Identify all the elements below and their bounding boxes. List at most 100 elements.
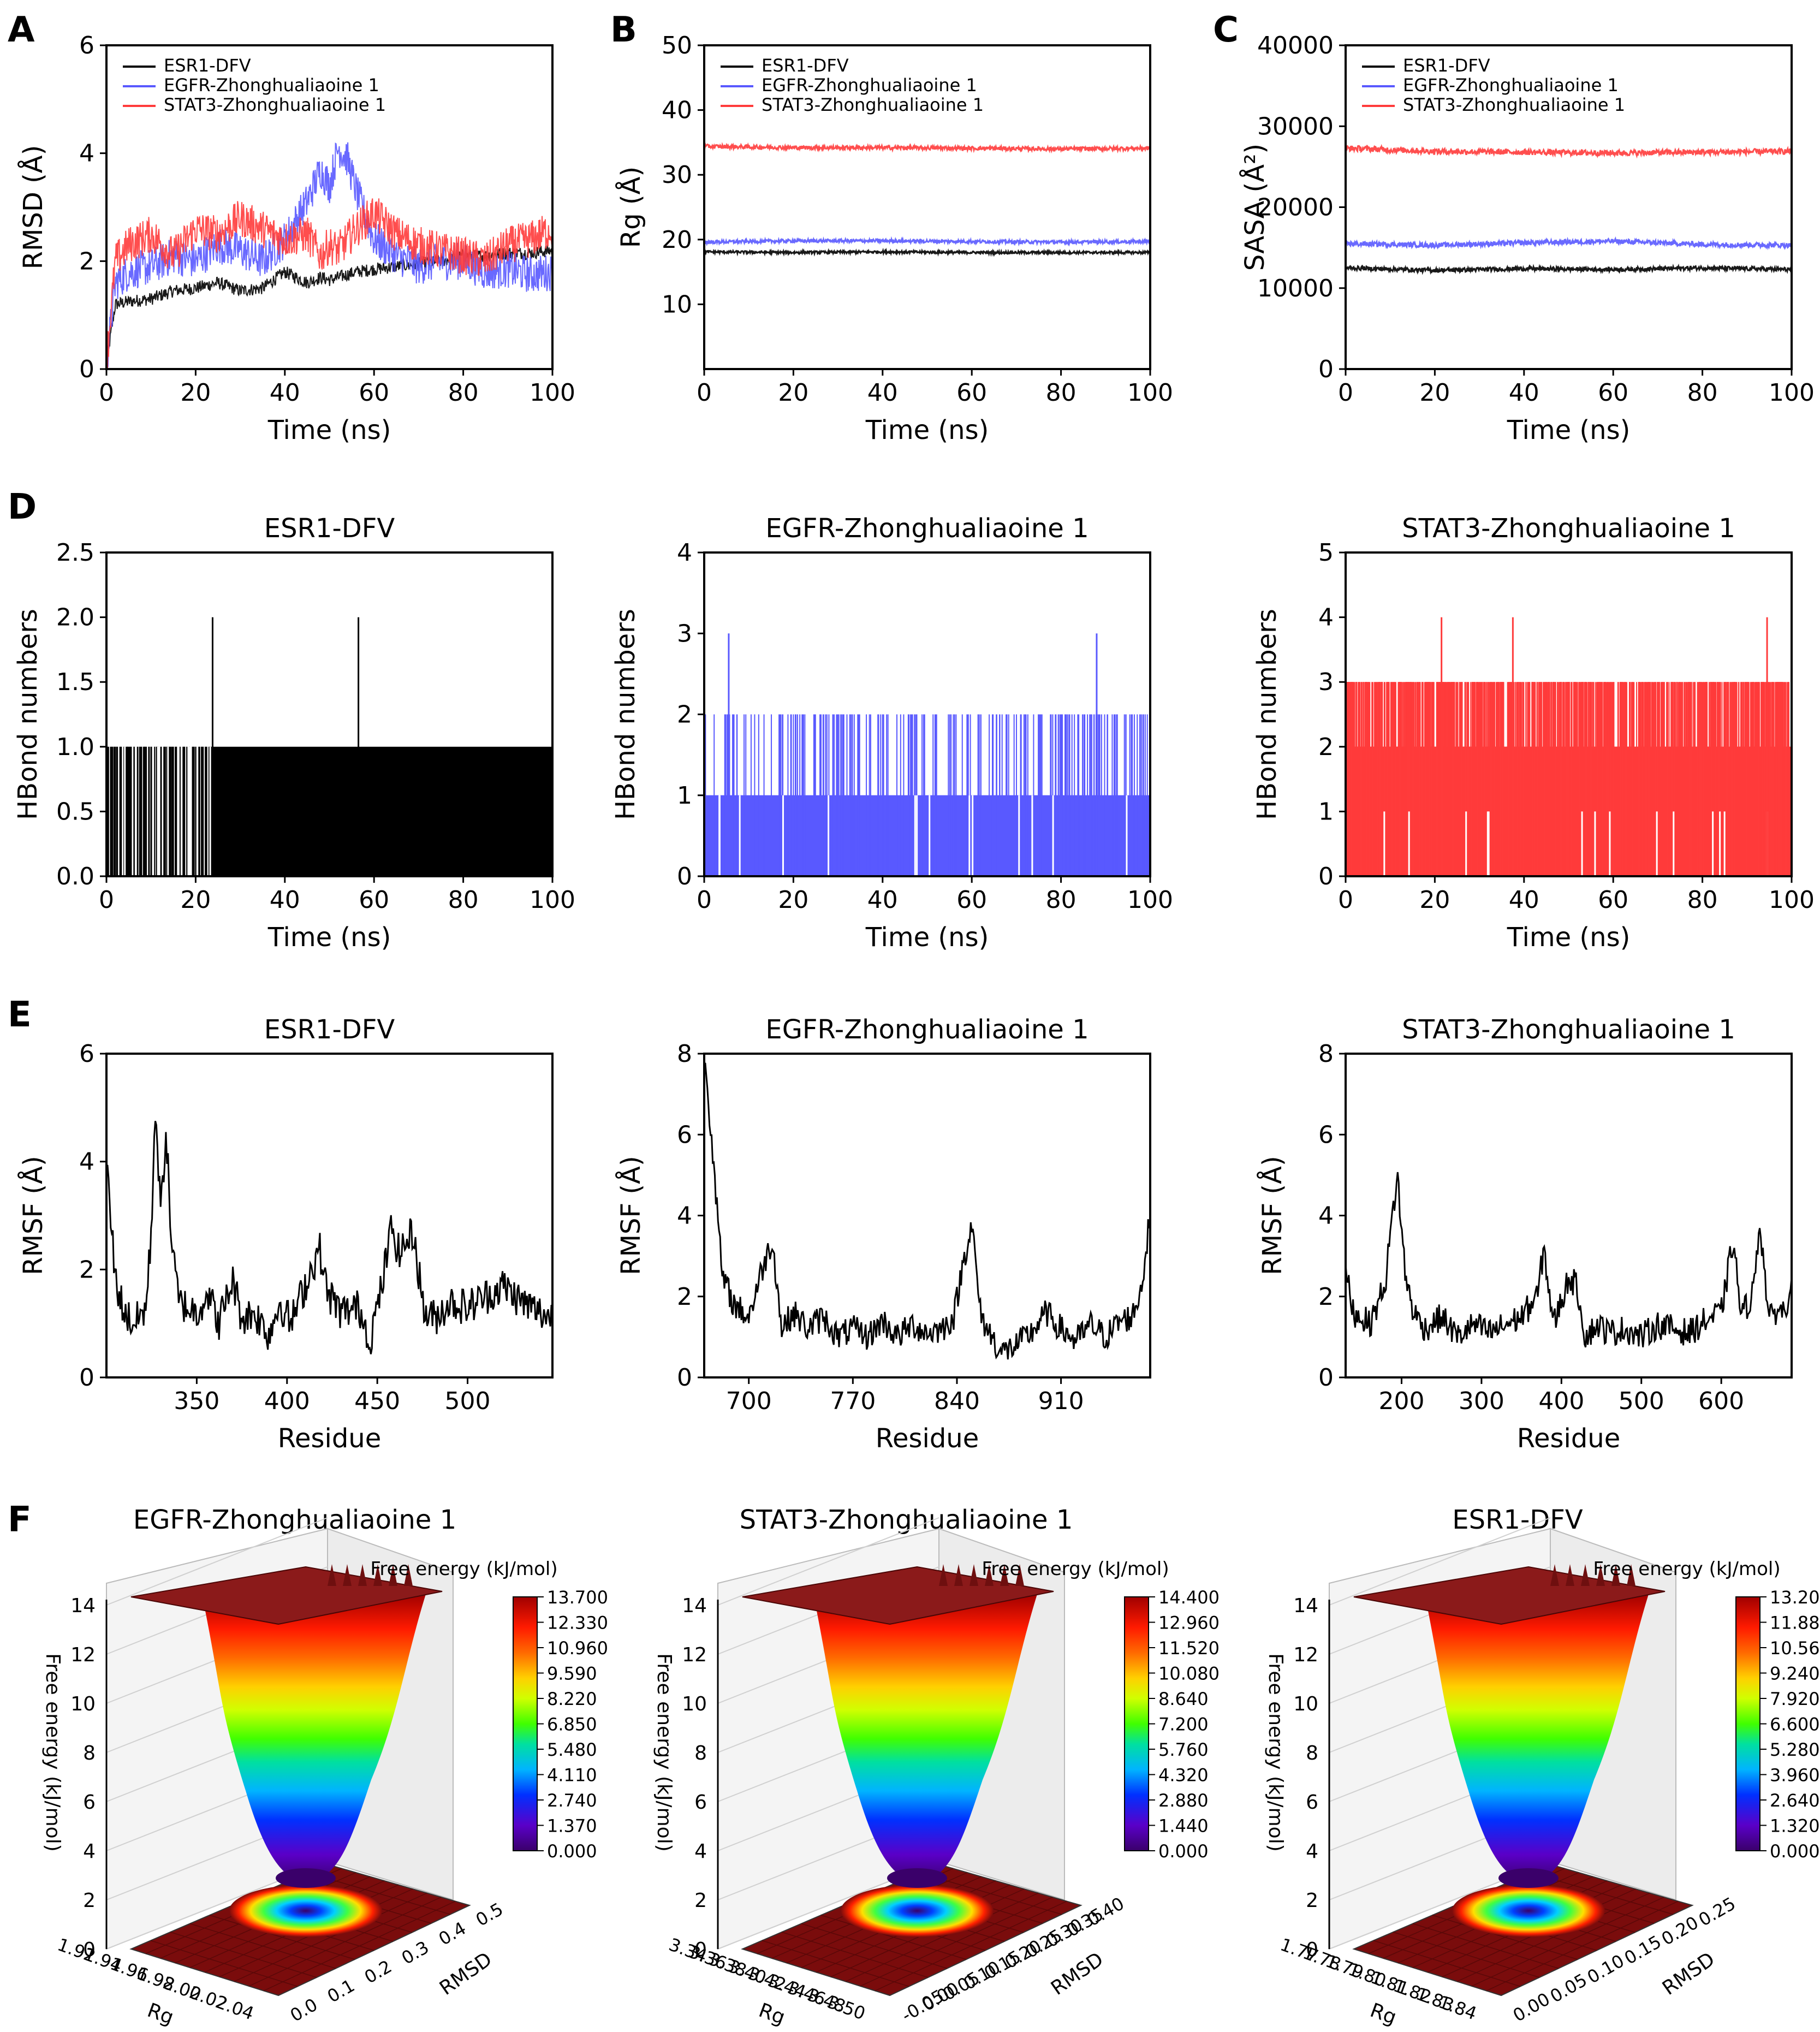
x-tick-label: 0	[697, 886, 712, 914]
chart-d-hbond-esr1: 0 20 40 60 80 100 0.0 0.5 1.0 1.5 2.0 2.5 Time (ns) H…	[13, 513, 575, 953]
y-tick-label: 1	[1318, 798, 1334, 825]
z-tick-label: 8	[83, 1742, 96, 1764]
plot-frame	[105, 1053, 554, 1379]
z-tick-label: 0	[83, 1939, 96, 1961]
legend-label: EGFR-Zhonghualiaoine 1	[164, 75, 379, 96]
y-tick-label: 3	[1318, 668, 1334, 696]
z-tick-label: 10	[1293, 1693, 1318, 1715]
colorbar-label: Free energy (kJ/mol)	[982, 1558, 1169, 1580]
rmsd-axis-label: RMSD	[1658, 1948, 1719, 2000]
y-tick-label: 50	[662, 32, 692, 60]
plot-area	[704, 633, 1151, 876]
x-tick-label: 100	[1769, 379, 1815, 407]
colorbar-tick-label: 9.240	[1770, 1663, 1820, 1684]
y-tick-label: 1.0	[56, 733, 94, 761]
y-tick-label: 40000	[1257, 32, 1334, 60]
y-tick-label: 3	[677, 620, 692, 647]
x-tick-label: 200	[1378, 1387, 1424, 1415]
chart-e-rmsf-egfr: 700 770 840 910 0 2 4 6 8 Residue RMSF (Å) EGFR-Zho…	[615, 1014, 1151, 1454]
z-tick-label: 2	[83, 1890, 96, 1912]
chart-d-hbond-egfr: 0 20 40 60 80 100 0 1 2 3 4 Time (ns) HBond numbers E…	[610, 513, 1173, 953]
fel-plateau-spike	[1581, 1564, 1590, 1586]
colorbar-tick-label: 2.740	[547, 1790, 597, 1811]
rg-tick-label: 1.84	[1436, 1991, 1479, 2024]
y-axis-label: Rg (Å)	[615, 167, 646, 248]
plot-frame	[105, 44, 554, 370]
z-axis-label: Free energy (kJ/mol)	[41, 1653, 64, 1852]
panel-letter-c: C	[1213, 10, 1239, 50]
x-tick-label: 20	[180, 379, 211, 407]
x-axis-label: Time (ns)	[1507, 415, 1631, 445]
x-tick-label: 700	[726, 1387, 772, 1415]
colorbar-tick-label: 5.280	[1770, 1739, 1820, 1760]
hbond-fill	[213, 746, 553, 876]
legend-label: EGFR-Zhonghualiaoine 1	[762, 75, 977, 96]
fel-plateau-spike	[1566, 1564, 1574, 1586]
fel-minimum	[276, 1868, 336, 1888]
z-gridline	[106, 1517, 328, 1606]
chart-d-hbond-stat3: 0 20 40 60 80 100 0 1 2 3 4 5 Time (ns) HBond numbers…	[1252, 513, 1815, 953]
x-axis-label: Residue	[876, 1423, 979, 1454]
series-line-esr1-dfv	[703, 247, 1151, 257]
fel-plateau-spike	[1015, 1564, 1024, 1586]
legend-label: STAT3-Zhonghualiaoine 1	[762, 94, 984, 115]
x-tick-label: 100	[1769, 886, 1815, 914]
y-tick-label: 30	[662, 161, 692, 189]
x-tick-label: 80	[448, 886, 479, 914]
y-tick-label: 6	[1318, 1121, 1334, 1149]
colorbar	[513, 1596, 538, 1851]
colorbar-tick-label: 5.480	[547, 1739, 597, 1760]
z-tick-label: 2	[1306, 1890, 1318, 1912]
y-tick-label: 0.0	[56, 863, 94, 890]
y-tick-label: 0	[677, 1364, 692, 1392]
plot-frame	[105, 551, 554, 877]
rg-tick-label: 3.50	[824, 1991, 868, 2024]
y-tick-label: 8	[677, 1040, 692, 1068]
x-tick-label: 400	[264, 1387, 310, 1415]
chart-b-rg: 0 20 40 60 80 100 10 20 30 40 50 Time (ns) Rg (Å) ESR…	[615, 32, 1173, 445]
y-tick-label: 40	[662, 97, 692, 124]
series-line-egfr-zhonghualiaoine-1	[1345, 236, 1792, 251]
colorbar-tick-label: 0.000	[547, 1841, 597, 1862]
series-line-stat3-zhonghualiaoine-1	[1345, 144, 1792, 159]
y-axis-label: SASA (Å²)	[1239, 144, 1270, 271]
chart-title: ESR1-DFV	[264, 513, 395, 544]
rmsf-line	[703, 1062, 1151, 1360]
x-tick-label: 20	[1419, 886, 1450, 914]
y-tick-label: 6	[677, 1121, 692, 1149]
colorbar-tick-label: 8.220	[547, 1689, 597, 1709]
rmsd-tick-label: 0.0	[287, 1994, 321, 2026]
y-tick-label: 30000	[1257, 112, 1334, 140]
colorbar	[1124, 1596, 1149, 1851]
colorbar-tick-label: 0.000	[1158, 1841, 1209, 1862]
x-tick-label: 770	[830, 1387, 876, 1415]
colorbar-label: Free energy (kJ/mol)	[370, 1558, 557, 1580]
rmsd-tick-label: 0.2	[361, 1956, 395, 1988]
z-axis-label: Free energy (kJ/mol)	[653, 1653, 675, 1852]
rmsd-tick-label: 0.40	[1084, 1893, 1128, 1930]
floor-gridline	[1456, 1892, 1650, 1982]
panel-letter-f: F	[8, 1500, 32, 1540]
rmsf-line	[1345, 1172, 1793, 1348]
x-tick-label: 40	[1509, 379, 1539, 407]
colorbar-tick-label: 4.320	[1158, 1765, 1209, 1786]
z-gridline	[1329, 1517, 1551, 1606]
x-tick-label: 500	[445, 1387, 491, 1415]
x-tick-label: 60	[956, 886, 987, 914]
plot-area	[106, 142, 553, 370]
colorbar-label: Free energy (kJ/mol)	[1593, 1558, 1780, 1580]
fel-plateau-spike	[1627, 1564, 1635, 1586]
chart-title: STAT3-Zhonghualiaoine 1	[1402, 1014, 1735, 1045]
rmsd-tick-label: 0.5	[472, 1899, 507, 1930]
y-tick-label: 10000	[1257, 275, 1334, 302]
x-tick-label: 0	[1338, 886, 1353, 914]
fel-plateau-spike	[1550, 1564, 1559, 1586]
y-axis-label: HBond numbers	[610, 609, 641, 820]
fel-plateau-spike	[389, 1564, 397, 1586]
y-axis-label: HBond numbers	[13, 609, 43, 820]
rmsf-line	[105, 1121, 552, 1354]
x-tick-label: 500	[1619, 1387, 1664, 1415]
colorbar-tick-label: 1.440	[1158, 1816, 1209, 1837]
z-tick-label: 14	[1293, 1595, 1318, 1617]
